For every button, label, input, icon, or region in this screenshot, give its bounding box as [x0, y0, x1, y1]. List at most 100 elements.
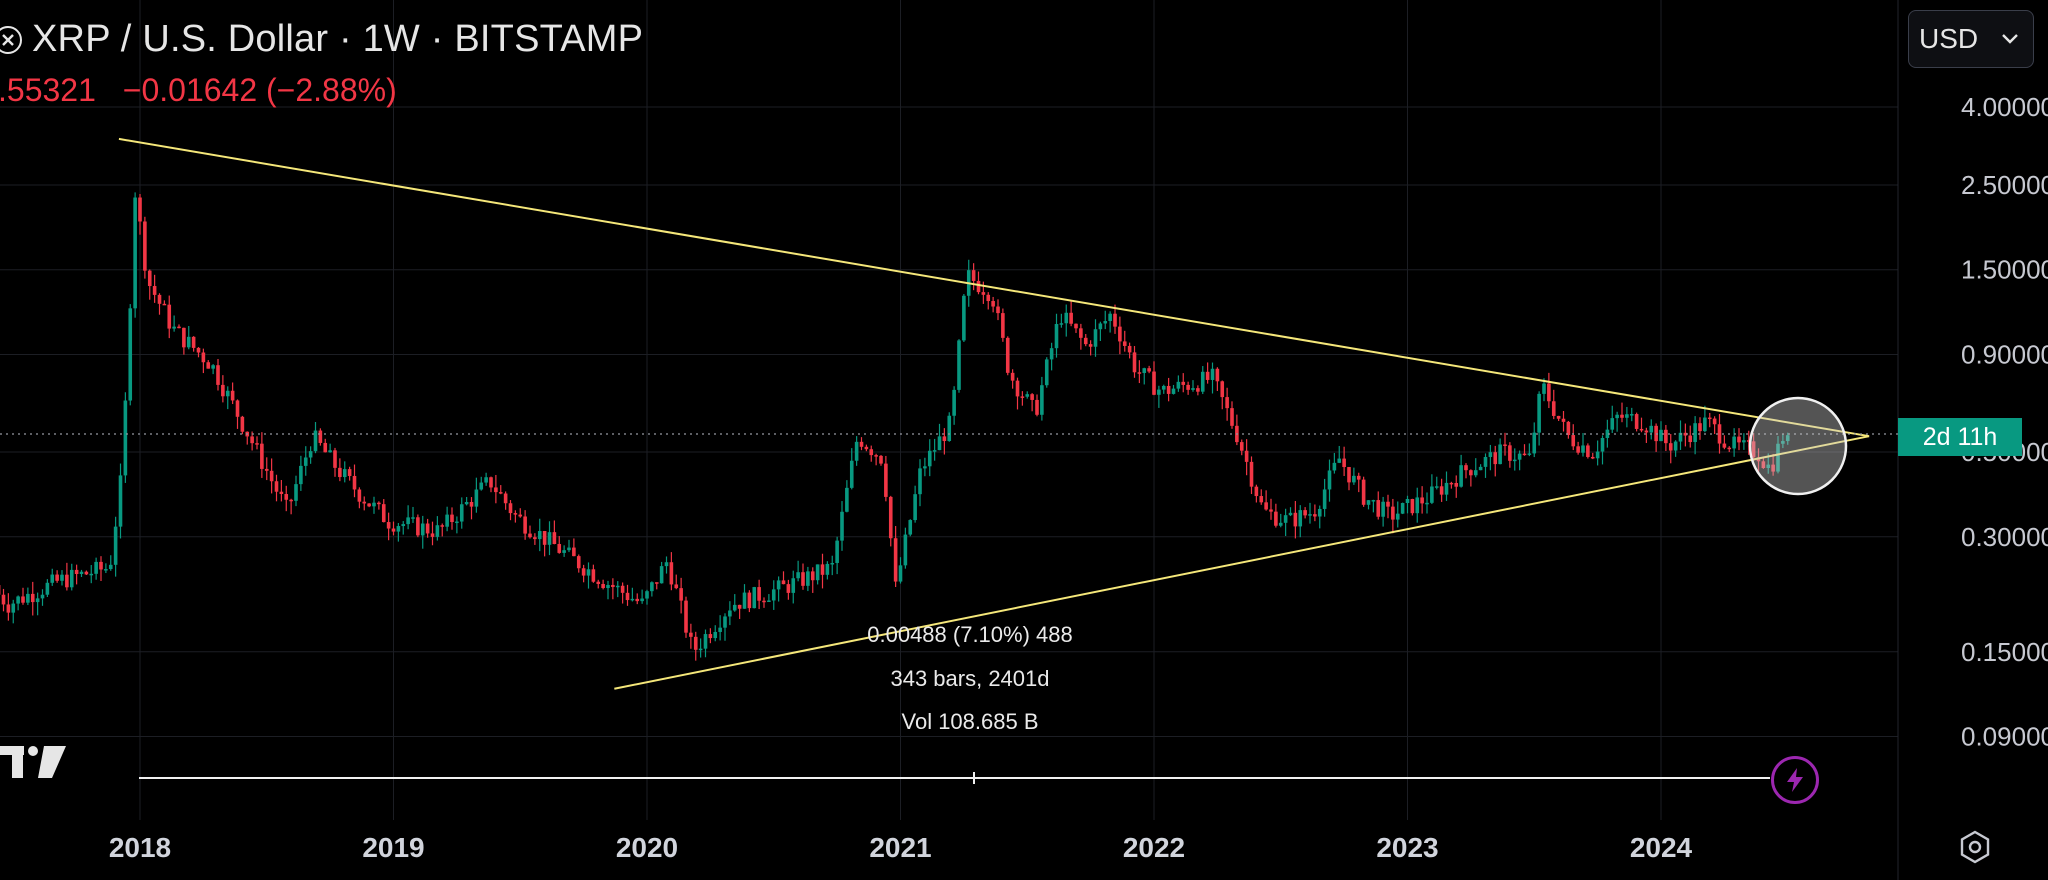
candle-body [1186, 384, 1190, 390]
candle-body [1391, 506, 1395, 520]
candle-body [381, 504, 386, 523]
candle-body [1352, 475, 1356, 483]
candle-body [440, 525, 445, 527]
candle-body [30, 593, 35, 603]
candle-body [1683, 432, 1688, 436]
candle-body [26, 593, 30, 603]
candle-body [791, 578, 796, 593]
candle-body [996, 306, 1000, 314]
candle-body [786, 584, 791, 593]
lower-trendline [614, 435, 1870, 690]
candle-body [776, 580, 781, 590]
candle-body [269, 470, 274, 482]
candle-body [1395, 513, 1400, 520]
candle-body [420, 523, 425, 536]
candle-body [1659, 429, 1663, 442]
candle-body [1157, 389, 1161, 395]
candle-body [957, 340, 961, 390]
candle-body [1001, 313, 1005, 338]
candle-body [1420, 497, 1424, 504]
candle-body [1108, 313, 1112, 322]
candle-body [1093, 329, 1098, 347]
candle-body [1371, 500, 1376, 502]
candle-body [1761, 461, 1766, 468]
candle-body [1239, 442, 1244, 451]
candle-body [464, 502, 469, 505]
candle-body [279, 491, 284, 495]
candle-body [1088, 344, 1093, 347]
candle-body [1132, 352, 1137, 373]
candle-body [596, 581, 601, 584]
candle-body [167, 304, 172, 329]
candle-body [849, 460, 854, 488]
candle-body [79, 571, 84, 575]
candle-body [1503, 444, 1507, 446]
candle-body [152, 286, 157, 295]
candle-body [1405, 498, 1410, 504]
close-icon[interactable] [0, 25, 22, 54]
currency-value: USD [1919, 23, 1979, 54]
candle-body [65, 574, 69, 588]
candle-body [128, 308, 133, 401]
settings-hexagon-icon[interactable] [1958, 830, 1992, 864]
candle-body [342, 469, 347, 478]
candle-body [113, 526, 118, 565]
candle-body [1337, 458, 1342, 463]
candle-body [1527, 453, 1532, 455]
candle-body [523, 516, 527, 534]
candle-body [508, 503, 513, 514]
candle-body [289, 499, 293, 502]
currency-select[interactable]: USD [1908, 10, 2034, 68]
candle-body [1449, 482, 1454, 485]
candle-body [1347, 467, 1351, 483]
candle-body [1410, 498, 1415, 514]
lightning-bolt-icon[interactable] [1771, 756, 1819, 804]
candle-body [118, 475, 123, 527]
candle-body [684, 600, 688, 633]
candle-body [133, 197, 137, 309]
candle-body [976, 280, 981, 293]
candle-body [1259, 496, 1264, 503]
candle-body [1547, 383, 1551, 402]
candle-body [991, 301, 995, 307]
candle-body [1664, 429, 1668, 444]
candle-body [1230, 408, 1234, 426]
candle-body [635, 598, 640, 602]
candle-body [1488, 452, 1493, 457]
candle-body [1722, 443, 1727, 448]
candle-body [196, 347, 201, 353]
candle-body [567, 547, 571, 551]
candle-body [1356, 475, 1361, 480]
candle-body [757, 587, 761, 601]
candle-body [513, 513, 518, 515]
candle-body [89, 573, 94, 576]
candle-body [401, 524, 406, 527]
candle-body [255, 443, 259, 445]
candle-body [21, 596, 25, 603]
candle-body [1249, 461, 1254, 487]
price-change: −0.01642 (−2.88%) [122, 72, 397, 108]
candle-body [284, 494, 289, 500]
candle-body [474, 489, 479, 507]
candle-body [620, 585, 625, 593]
candle-body [216, 365, 220, 385]
candle-body [903, 534, 908, 566]
candle-body [1, 594, 6, 605]
candle-body [391, 528, 396, 532]
candle-body [1537, 393, 1541, 433]
candle-body [840, 511, 844, 541]
candle-body [1542, 383, 1546, 394]
candle-body [138, 197, 142, 222]
candle-body [60, 574, 64, 581]
candle-body [679, 588, 683, 601]
candle-body [937, 436, 942, 451]
candle-body [1522, 453, 1527, 456]
time-tick-label: 2020 [616, 832, 678, 863]
candle-body [264, 468, 269, 471]
candle-body [1293, 512, 1298, 527]
candle-body [1698, 423, 1702, 432]
candle-body [1035, 399, 1039, 415]
candle-body [1103, 321, 1108, 324]
upper-trendline [118, 137, 1870, 438]
